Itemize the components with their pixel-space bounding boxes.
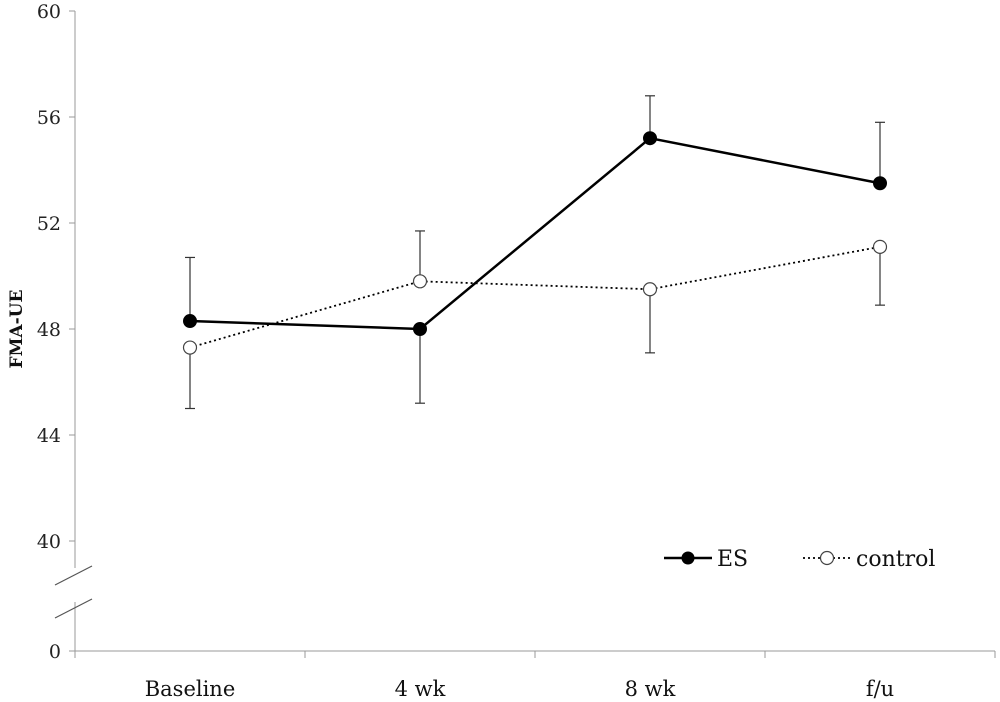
- data-point: [643, 131, 657, 146]
- legend-label: ES: [717, 547, 748, 572]
- data-point: [873, 176, 887, 191]
- x-axis-ticks: Baseline 4 wk 8 wk f/u: [74, 651, 996, 701]
- y-tick-label: 52: [37, 213, 61, 235]
- x-tick-label: f/u: [866, 677, 894, 701]
- x-tick-label: 4 wk: [395, 677, 446, 701]
- data-point: [183, 314, 197, 329]
- legend-marker: [681, 551, 695, 565]
- legend-item: control: [803, 547, 935, 572]
- series-line: [189, 136, 881, 331]
- x-tick-label: Baseline: [145, 677, 236, 701]
- y-tick-label: 44: [37, 425, 61, 447]
- series-control: [182, 230, 888, 410]
- series-line: [189, 245, 881, 349]
- legend-label: control: [856, 547, 935, 572]
- data-point: [642, 282, 658, 297]
- y-tick-label: 40: [37, 531, 61, 553]
- axis-break-mark: [54, 598, 93, 619]
- legend-marker: [819, 550, 835, 566]
- y-tick-label: 60: [37, 1, 61, 23]
- axes: [54, 11, 995, 652]
- y-axis-label: FMA-UE: [7, 290, 27, 369]
- data-point: [872, 239, 888, 254]
- series-layer: [182, 95, 888, 410]
- data-point: [182, 340, 198, 355]
- y-tick-label: 56: [37, 107, 61, 129]
- y-tick-label: 0: [49, 641, 61, 663]
- data-point: [412, 274, 428, 289]
- data-point: [413, 322, 427, 336]
- legend-item: ES: [664, 547, 748, 572]
- series-ES: [183, 95, 887, 404]
- y-axis-ticks: 0 40 44 48 52 56 60: [37, 1, 75, 663]
- y-tick-label: 48: [37, 319, 61, 341]
- legend: ES control: [664, 547, 935, 572]
- x-tick-label: 8 wk: [625, 677, 676, 701]
- axis-break-mark: [54, 565, 93, 586]
